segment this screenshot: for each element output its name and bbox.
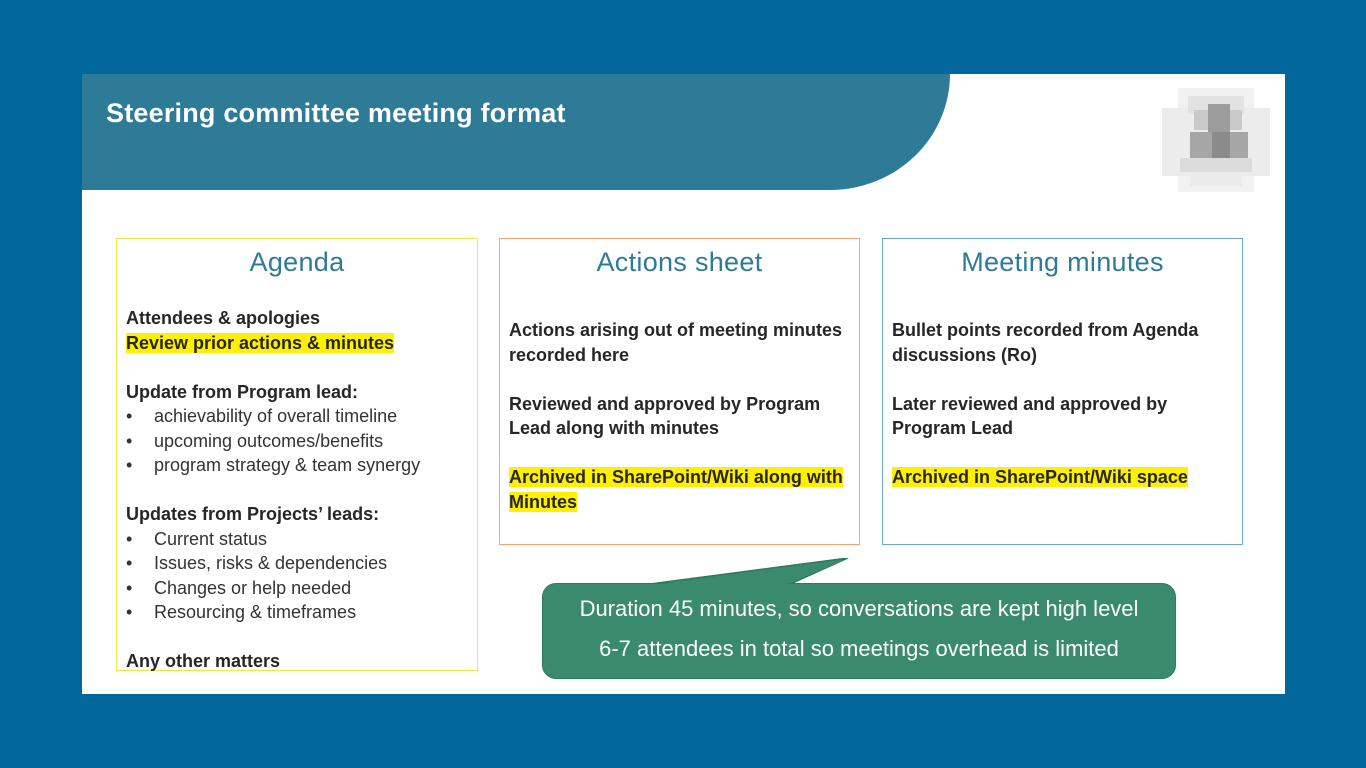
actions-text-1b: recorded here	[509, 344, 630, 365]
list-item: achievability of overall timeline	[126, 404, 471, 429]
list-item: Issues, risks & dependencies	[126, 551, 471, 576]
actions-text-2a: Reviewed and approved by Program	[509, 393, 821, 414]
minutes-text-1a: Bullet points recorded from Agenda	[892, 320, 1199, 340]
agenda-review-highlight: Review prior actions & minutes	[126, 332, 395, 353]
agenda-program-update-heading: Update from Program lead:	[126, 381, 359, 402]
callout-line-2: 6-7 attendees in total so meetings overh…	[599, 636, 1119, 661]
list-item: program strategy & team synergy	[126, 453, 471, 478]
agenda-other-matters: Any other matters	[126, 651, 281, 671]
slide-title: Steering committee meeting format	[106, 98, 566, 128]
meeting-minutes-heading: Meeting minutes	[961, 247, 1164, 277]
list-item: Resourcing & timeframes	[126, 600, 471, 625]
minutes-text-1b: discussions (Ro)	[892, 344, 1038, 365]
list-item: upcoming outcomes/benefits	[126, 429, 471, 454]
minutes-text-2a: Later reviewed and approved by	[892, 393, 1168, 414]
minutes-archive-highlight: Archived in SharePoint/Wiki space	[892, 467, 1188, 487]
meeting-minutes-box: Meeting minutes Bullet points recorded f…	[882, 238, 1243, 545]
list-item: Changes or help needed	[126, 576, 471, 601]
actions-sheet-heading: Actions sheet	[596, 247, 763, 277]
duration-callout: Duration 45 minutes, so conversations ar…	[542, 558, 1178, 680]
blurred-avatar-image	[1150, 80, 1282, 200]
callout-text: Duration 45 minutes, so conversations ar…	[542, 589, 1176, 669]
actions-archive-highlight-2: Minutes	[509, 491, 578, 512]
program-update-list: achievability of overall timeline upcomi…	[126, 404, 471, 478]
agenda-heading: Agenda	[249, 247, 345, 277]
header-band	[82, 74, 950, 190]
agenda-projects-update-heading: Updates from Projects’ leads:	[126, 504, 380, 524]
agenda-attendees: Attendees & apologies	[126, 308, 321, 328]
projects-update-list: Current status Issues, risks & dependenc…	[126, 527, 471, 625]
minutes-text-2b: Program Lead	[892, 418, 1014, 438]
slide: Steering committee meeting format Agenda…	[82, 74, 1285, 694]
actions-sheet-box: Actions sheet Actions arising out of mee…	[499, 238, 860, 545]
agenda-box: Agenda Attendees & apologies Review prio…	[116, 238, 478, 671]
list-item: Current status	[126, 527, 471, 552]
callout-line-1: Duration 45 minutes, so conversations ar…	[579, 596, 1139, 621]
actions-text-2b: Lead along with minutes	[509, 418, 720, 438]
actions-archive-highlight-1: Archived in SharePoint/Wiki along with	[509, 467, 843, 487]
actions-text-1a: Actions arising out of meeting minutes	[509, 320, 843, 340]
callout-box	[542, 583, 1176, 679]
